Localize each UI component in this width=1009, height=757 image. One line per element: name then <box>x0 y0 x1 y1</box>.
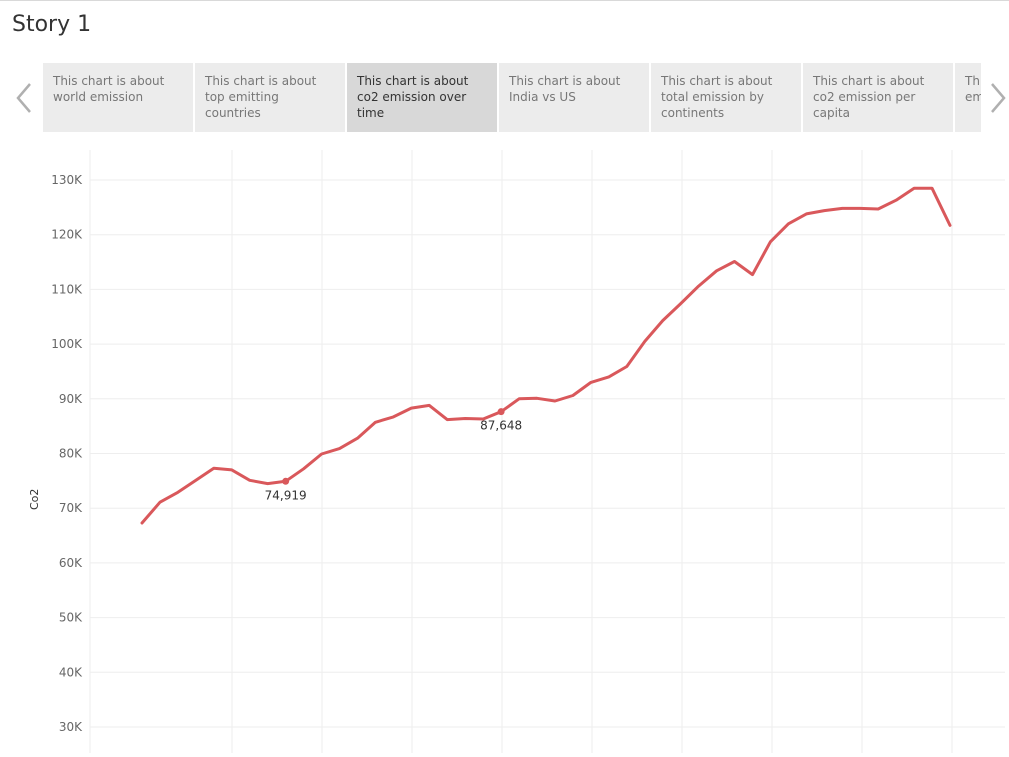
story-point-tab-1[interactable]: This chart is about world emission <box>43 63 193 132</box>
y-tick-label: 70K <box>59 501 83 515</box>
annotation-label: 74,919 <box>265 488 307 502</box>
annotation-point[interactable] <box>497 408 505 416</box>
top-border <box>0 0 1009 1</box>
y-tick-label: 50K <box>59 611 83 625</box>
y-tick-label: 110K <box>51 282 83 296</box>
chevron-right-icon[interactable] <box>984 80 1009 116</box>
y-axis-label: Co2 <box>28 488 41 510</box>
y-tick-label: 120K <box>51 228 83 242</box>
story-point-tab-5[interactable]: This chart is about total emission by co… <box>651 63 801 132</box>
line-chart: 30K 40K 50K 60K 70K 80K 90K 100K 110K 120K 130K 74… <box>0 140 1009 753</box>
grid-lines <box>89 150 1005 753</box>
annotation-label: 87,648 <box>480 419 522 433</box>
y-tick-label: 80K <box>59 447 83 461</box>
annotations: 74,919 87,648 <box>265 408 522 502</box>
story-point-tab-7[interactable]: This chart is about emission factors <box>955 63 981 132</box>
y-axis-ticks: 30K 40K 50K 60K 70K 80K 90K 100K 110K 120K 130K <box>51 173 83 734</box>
story-point-tab-2[interactable]: This chart is about top emitting countri… <box>195 63 345 132</box>
story-point-tab-3[interactable]: This chart is about co2 emission over ti… <box>347 63 497 132</box>
series-line-co2[interactable] <box>140 186 952 525</box>
annotation-point[interactable] <box>282 477 290 485</box>
story-point-strip: This chart is about world emission This … <box>43 63 981 132</box>
chart-svg: 30K 40K 50K 60K 70K 80K 90K 100K 110K 120K 130K 74… <box>51 150 1005 753</box>
y-tick-label: 130K <box>51 173 83 187</box>
y-tick-label: 90K <box>59 392 83 406</box>
chevron-left-icon[interactable] <box>10 80 40 116</box>
story-title: Story 1 <box>12 12 92 37</box>
story-point-tab-6[interactable]: This chart is about co2 emission per cap… <box>803 63 953 132</box>
y-tick-label: 40K <box>59 665 83 679</box>
y-tick-label: 100K <box>51 337 83 351</box>
y-tick-label: 60K <box>59 556 83 570</box>
y-tick-label: 30K <box>59 720 83 734</box>
story-point-tab-4[interactable]: This chart is about India vs US <box>499 63 649 132</box>
